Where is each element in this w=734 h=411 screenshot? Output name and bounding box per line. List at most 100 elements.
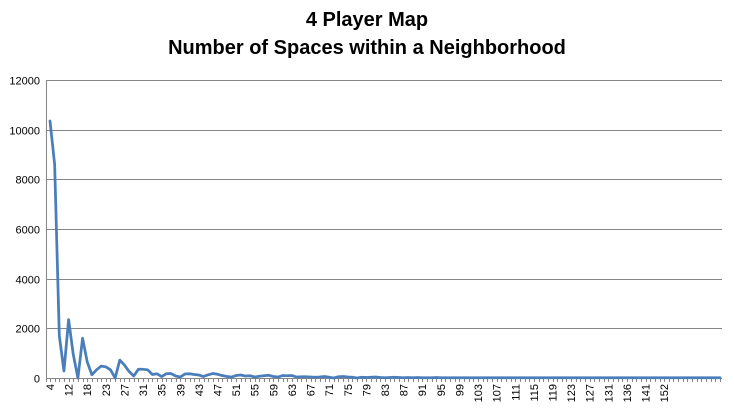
data-point — [678, 377, 679, 378]
data-point — [310, 376, 311, 377]
x-tick-label: 79 — [361, 384, 373, 396]
data-point — [580, 377, 581, 378]
x-tick-label: 63 — [287, 384, 299, 396]
data-point — [370, 377, 371, 378]
data-point — [543, 377, 544, 378]
data-point — [291, 375, 292, 376]
data-point — [77, 377, 78, 378]
data-point — [682, 377, 683, 378]
x-tick-label: 23 — [101, 384, 113, 396]
data-point — [198, 374, 199, 375]
data-point — [589, 377, 590, 378]
data-point — [394, 377, 395, 378]
data-point — [124, 364, 125, 365]
series-line — [50, 121, 720, 378]
data-point — [375, 376, 376, 377]
data-point — [463, 377, 464, 378]
data-point — [473, 377, 474, 378]
data-point — [82, 338, 83, 339]
x-tick-label: 55 — [250, 384, 262, 396]
data-point — [645, 377, 646, 378]
data-point — [380, 377, 381, 378]
data-point — [445, 377, 446, 378]
data-point — [636, 377, 637, 378]
data-point — [305, 376, 306, 377]
data-point — [552, 377, 553, 378]
data-point — [115, 377, 116, 378]
data-point — [482, 377, 483, 378]
x-tick-label: 35 — [157, 384, 169, 396]
x-tick-label: 115 — [529, 384, 541, 402]
axes — [47, 80, 721, 382]
data-point — [426, 377, 427, 378]
data-point — [231, 376, 232, 377]
data-point — [631, 377, 632, 378]
data-point — [561, 377, 562, 378]
data-point — [529, 377, 530, 378]
data-point — [524, 377, 525, 378]
data-point — [668, 377, 669, 378]
data-point — [640, 377, 641, 378]
data-point — [403, 377, 404, 378]
data-point — [263, 375, 264, 376]
x-tick-label: 43 — [194, 384, 206, 396]
data-point — [505, 377, 506, 378]
data-point — [598, 377, 599, 378]
x-tick-label: 87 — [399, 384, 411, 396]
x-tick-label: 59 — [268, 384, 280, 396]
y-tick-label: 12000 — [9, 76, 40, 88]
data-point — [468, 377, 469, 378]
x-tick-label: 131 — [603, 384, 615, 402]
x-tick-label: 75 — [343, 384, 355, 396]
data-point — [101, 365, 102, 366]
data-point — [701, 377, 702, 378]
data-point — [557, 377, 558, 378]
data-point — [612, 377, 613, 378]
data-point — [254, 376, 255, 377]
x-tick-label: 95 — [436, 384, 448, 396]
data-point — [454, 377, 455, 378]
y-tick-label: 6000 — [16, 225, 40, 237]
data-point — [501, 377, 502, 378]
x-tick-label: 27 — [119, 384, 131, 396]
x-tick-label: 141 — [641, 384, 653, 402]
data-point — [687, 377, 688, 378]
data-point — [329, 377, 330, 378]
data-point — [161, 376, 162, 377]
data-point — [119, 360, 120, 361]
y-tick-label: 0 — [34, 374, 40, 386]
data-point — [59, 335, 60, 336]
data-point — [608, 377, 609, 378]
data-point — [547, 377, 548, 378]
x-tick-label: 39 — [175, 384, 187, 396]
data-point — [664, 377, 665, 378]
data-point — [277, 376, 278, 377]
data-point — [673, 377, 674, 378]
data-point — [477, 377, 478, 378]
data-point — [431, 377, 432, 378]
data-point — [515, 377, 516, 378]
data-point — [73, 354, 74, 355]
data-point — [91, 374, 92, 375]
data-point — [133, 375, 134, 376]
data-point — [245, 375, 246, 376]
x-tick-label: 111 — [510, 384, 522, 401]
x-tick-label: 99 — [454, 384, 466, 396]
data-point — [603, 377, 604, 378]
y-tick-label: 4000 — [16, 275, 40, 287]
data-point — [203, 376, 204, 377]
data-point — [356, 377, 357, 378]
data-point — [533, 377, 534, 378]
data-point — [566, 377, 567, 378]
data-point — [654, 377, 655, 378]
data-point — [296, 376, 297, 377]
data-point — [208, 374, 209, 375]
x-tick-label: 123 — [566, 384, 578, 402]
data-point — [194, 374, 195, 375]
data-point — [240, 374, 241, 375]
data-point — [63, 370, 64, 371]
data-point — [510, 377, 511, 378]
x-tick-label: 83 — [380, 384, 392, 396]
data-point — [105, 366, 106, 367]
